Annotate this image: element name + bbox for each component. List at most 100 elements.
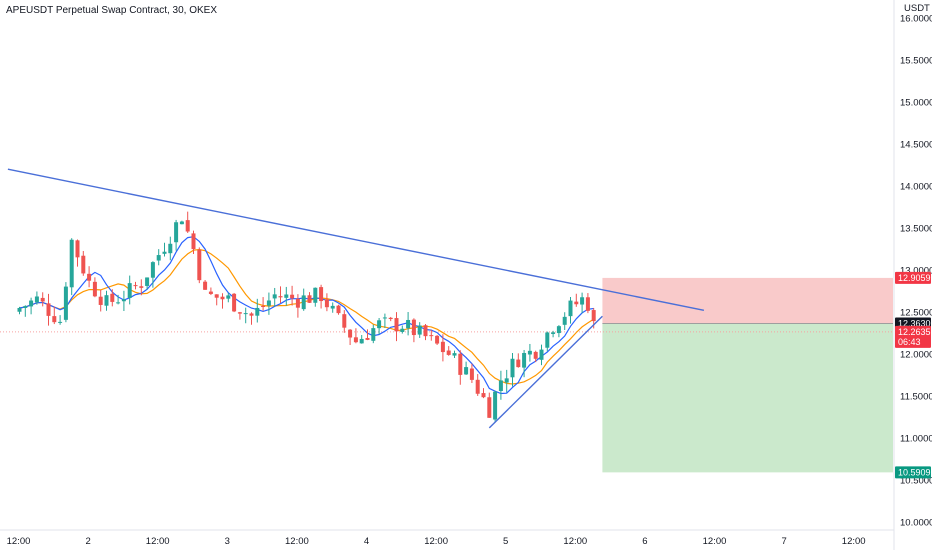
candle-body[interactable] (307, 295, 312, 303)
candle-body[interactable] (446, 350, 451, 355)
candle-body[interactable] (330, 305, 335, 309)
candle-body[interactable] (498, 380, 503, 391)
candle-body[interactable] (435, 335, 440, 344)
candle-body[interactable] (237, 312, 242, 314)
candle-body[interactable] (533, 351, 538, 359)
candle-body[interactable] (69, 239, 74, 288)
candle-body[interactable] (301, 295, 306, 310)
candle-body[interactable] (406, 319, 411, 329)
candle-body[interactable] (46, 303, 51, 316)
candle-body[interactable] (452, 353, 457, 356)
candle-body[interactable] (539, 349, 544, 360)
candle-body[interactable] (243, 313, 248, 315)
candle-body[interactable] (98, 296, 103, 305)
candle-body[interactable] (585, 297, 590, 311)
candle-body[interactable] (522, 352, 527, 368)
candle-body[interactable] (359, 338, 364, 344)
candle-body[interactable] (336, 305, 341, 314)
candle-body[interactable] (214, 294, 219, 298)
candle-body[interactable] (290, 294, 295, 299)
candle-body[interactable] (133, 285, 138, 287)
candle-body[interactable] (400, 328, 405, 332)
candle-body[interactable] (162, 251, 167, 254)
candle-body[interactable] (411, 319, 416, 336)
candle-body[interactable] (220, 296, 225, 300)
candle-body[interactable] (348, 329, 353, 338)
candle-body[interactable] (139, 286, 144, 288)
candle-body[interactable] (168, 243, 173, 254)
candle-body[interactable] (81, 255, 86, 274)
candle-body[interactable] (75, 240, 80, 258)
candle-body[interactable] (145, 277, 150, 286)
candle-body[interactable] (469, 368, 474, 380)
candle-body[interactable] (284, 294, 289, 298)
candle-body[interactable] (574, 301, 579, 305)
candle-body[interactable] (197, 249, 202, 281)
candle-body[interactable] (556, 326, 561, 334)
candle-body[interactable] (92, 281, 97, 297)
candle-body[interactable] (580, 297, 585, 305)
candle-body[interactable] (562, 316, 567, 325)
candle-body[interactable] (353, 337, 358, 343)
candle-body[interactable] (388, 317, 393, 320)
candle-body[interactable] (493, 391, 498, 420)
candle-body[interactable] (255, 307, 260, 316)
ascending-trendline[interactable] (488, 315, 603, 429)
candle-body[interactable] (58, 321, 63, 323)
candle-body[interactable] (226, 295, 231, 299)
candle-body[interactable] (423, 325, 428, 337)
candle-body[interactable] (458, 353, 463, 375)
candle-body[interactable] (29, 300, 34, 307)
candle-body[interactable] (17, 307, 22, 312)
candle-body[interactable] (516, 359, 521, 368)
candle-body[interactable] (208, 291, 213, 294)
candle-body[interactable] (551, 332, 556, 334)
candle-body[interactable] (121, 299, 126, 302)
candle-body[interactable] (510, 358, 515, 378)
candle-body[interactable] (440, 341, 445, 353)
candle-body[interactable] (319, 287, 324, 302)
candle-body[interactable] (487, 397, 492, 418)
candle-body[interactable] (278, 296, 283, 298)
candle-body[interactable] (261, 305, 266, 307)
candle-body[interactable] (34, 296, 39, 303)
candle-body[interactable] (591, 310, 596, 322)
candle-body[interactable] (342, 314, 347, 328)
candle-body[interactable] (63, 286, 68, 320)
candle-body[interactable] (417, 325, 422, 335)
candle-body[interactable] (116, 302, 121, 304)
candle-body[interactable] (191, 233, 196, 250)
candle-body[interactable] (266, 300, 271, 306)
candle-body[interactable] (568, 300, 573, 317)
candle-body[interactable] (52, 316, 57, 323)
candle-body[interactable] (249, 313, 254, 316)
candle-body[interactable] (87, 273, 92, 281)
candle-body[interactable] (365, 337, 370, 340)
candle-body[interactable] (174, 222, 179, 243)
candle-body[interactable] (203, 281, 208, 290)
candle-body[interactable] (324, 299, 329, 308)
candle-body[interactable] (272, 294, 277, 299)
candle-body[interactable] (295, 298, 300, 308)
candle-body[interactable] (429, 335, 434, 337)
candle-body[interactable] (232, 293, 237, 312)
candle-body[interactable] (382, 317, 387, 319)
candle-body[interactable] (464, 367, 469, 375)
candle-body[interactable] (371, 328, 376, 341)
candle-body[interactable] (527, 350, 532, 355)
candle-body[interactable] (313, 287, 318, 303)
candle-body[interactable] (40, 297, 45, 302)
candle-body[interactable] (185, 220, 190, 232)
descending-trendline[interactable] (7, 168, 705, 312)
candle-body[interactable] (179, 221, 184, 225)
candle-body[interactable] (377, 320, 382, 329)
candle-body[interactable] (104, 295, 109, 306)
candle-body[interactable] (23, 306, 28, 308)
candle-body[interactable] (504, 378, 509, 383)
candle-body[interactable] (481, 393, 486, 398)
candle-body[interactable] (394, 318, 399, 332)
candle-body[interactable] (150, 262, 155, 278)
candle-body[interactable] (127, 283, 132, 298)
candle-body[interactable] (110, 293, 115, 302)
